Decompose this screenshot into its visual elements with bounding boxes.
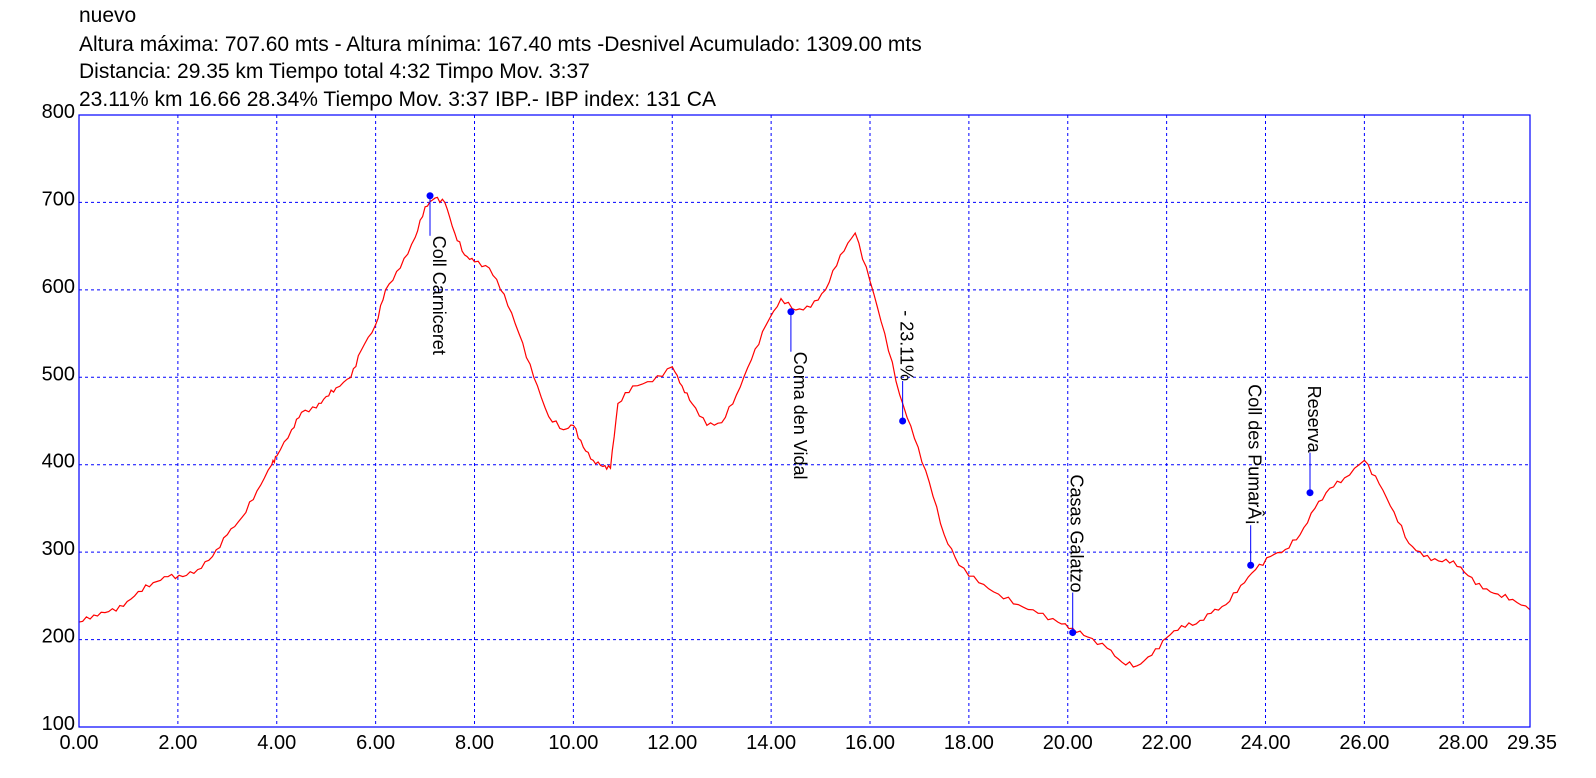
y-tick-label: 200 (42, 626, 75, 648)
stats-line-3: 23.11% km 16.66 28.34% Tiempo Mov. 3:37 … (79, 88, 716, 111)
x-axis: 0.00 2.00 4.00 6.00 8.00 10.00 12.00 14.00 16.00… (60, 732, 1557, 754)
waypoint-marker: Reserva (1304, 386, 1324, 497)
x-tick-label: 12.00 (647, 732, 697, 754)
waypoint-marker: - 23.11% (897, 310, 917, 425)
x-tick-label: 0.00 (60, 732, 99, 754)
x-tick-label: 29.35 (1507, 732, 1557, 754)
plot-frame (78, 114, 1531, 728)
y-tick-label: 800 (42, 101, 75, 123)
waypoints: Coll Carniceret Coma den Vidal - 23.11% Cas… (426, 192, 1324, 637)
x-tick-label: 14.00 (746, 732, 796, 754)
x-tick-label: 20.00 (1043, 732, 1093, 754)
chart-title: nuevo (79, 4, 137, 27)
waypoint-label: Reserva (1304, 386, 1324, 454)
x-tick-label: 8.00 (455, 732, 494, 754)
y-tick-label: 600 (42, 276, 75, 298)
x-tick-label: 16.00 (845, 732, 895, 754)
waypoint-label: Coma den Vidal (790, 352, 810, 480)
x-tick-label: 2.00 (158, 732, 197, 754)
y-tick-label: 400 (42, 451, 75, 473)
waypoint-marker: Coma den Vidal (787, 308, 810, 479)
y-axis: 100 200 300 400 500 600 700 800 (42, 101, 75, 735)
waypoint-label: - 23.11% (897, 310, 917, 381)
y-tick-label: 100 (42, 713, 75, 735)
x-tick-label: 6.00 (356, 732, 395, 754)
waypoint-label: Coll des PumarÂ¡ (1245, 384, 1265, 525)
x-tick-label: 28.00 (1438, 732, 1488, 754)
elevation-profile-line (78, 196, 1531, 668)
waypoint-marker: Coll des PumarÂ¡ (1245, 384, 1265, 569)
waypoint-label: Casas Galatzo (1067, 475, 1087, 593)
y-tick-label: 300 (42, 538, 75, 560)
waypoint-marker: Casas Galatzo (1067, 475, 1087, 637)
stats-line-2: Distancia: 29.35 km Tiempo total 4:32 Ti… (79, 60, 590, 83)
x-tick-label: 18.00 (944, 732, 994, 754)
x-tick-label: 10.00 (548, 732, 598, 754)
waypoint-marker: Coll Carniceret (426, 192, 449, 355)
x-tick-label: 26.00 (1339, 732, 1389, 754)
y-tick-label: 700 (42, 188, 75, 210)
x-tick-label: 22.00 (1142, 732, 1192, 754)
stats-line-1: Altura máxima: 707.60 mts - Altura mínim… (79, 33, 922, 56)
waypoint-label: Coll Carniceret (429, 236, 449, 355)
grid-lines (79, 115, 1530, 727)
x-tick-label: 4.00 (257, 732, 296, 754)
y-tick-label: 500 (42, 363, 75, 385)
elevation-series (78, 196, 1531, 668)
x-tick-label: 24.00 (1240, 732, 1290, 754)
